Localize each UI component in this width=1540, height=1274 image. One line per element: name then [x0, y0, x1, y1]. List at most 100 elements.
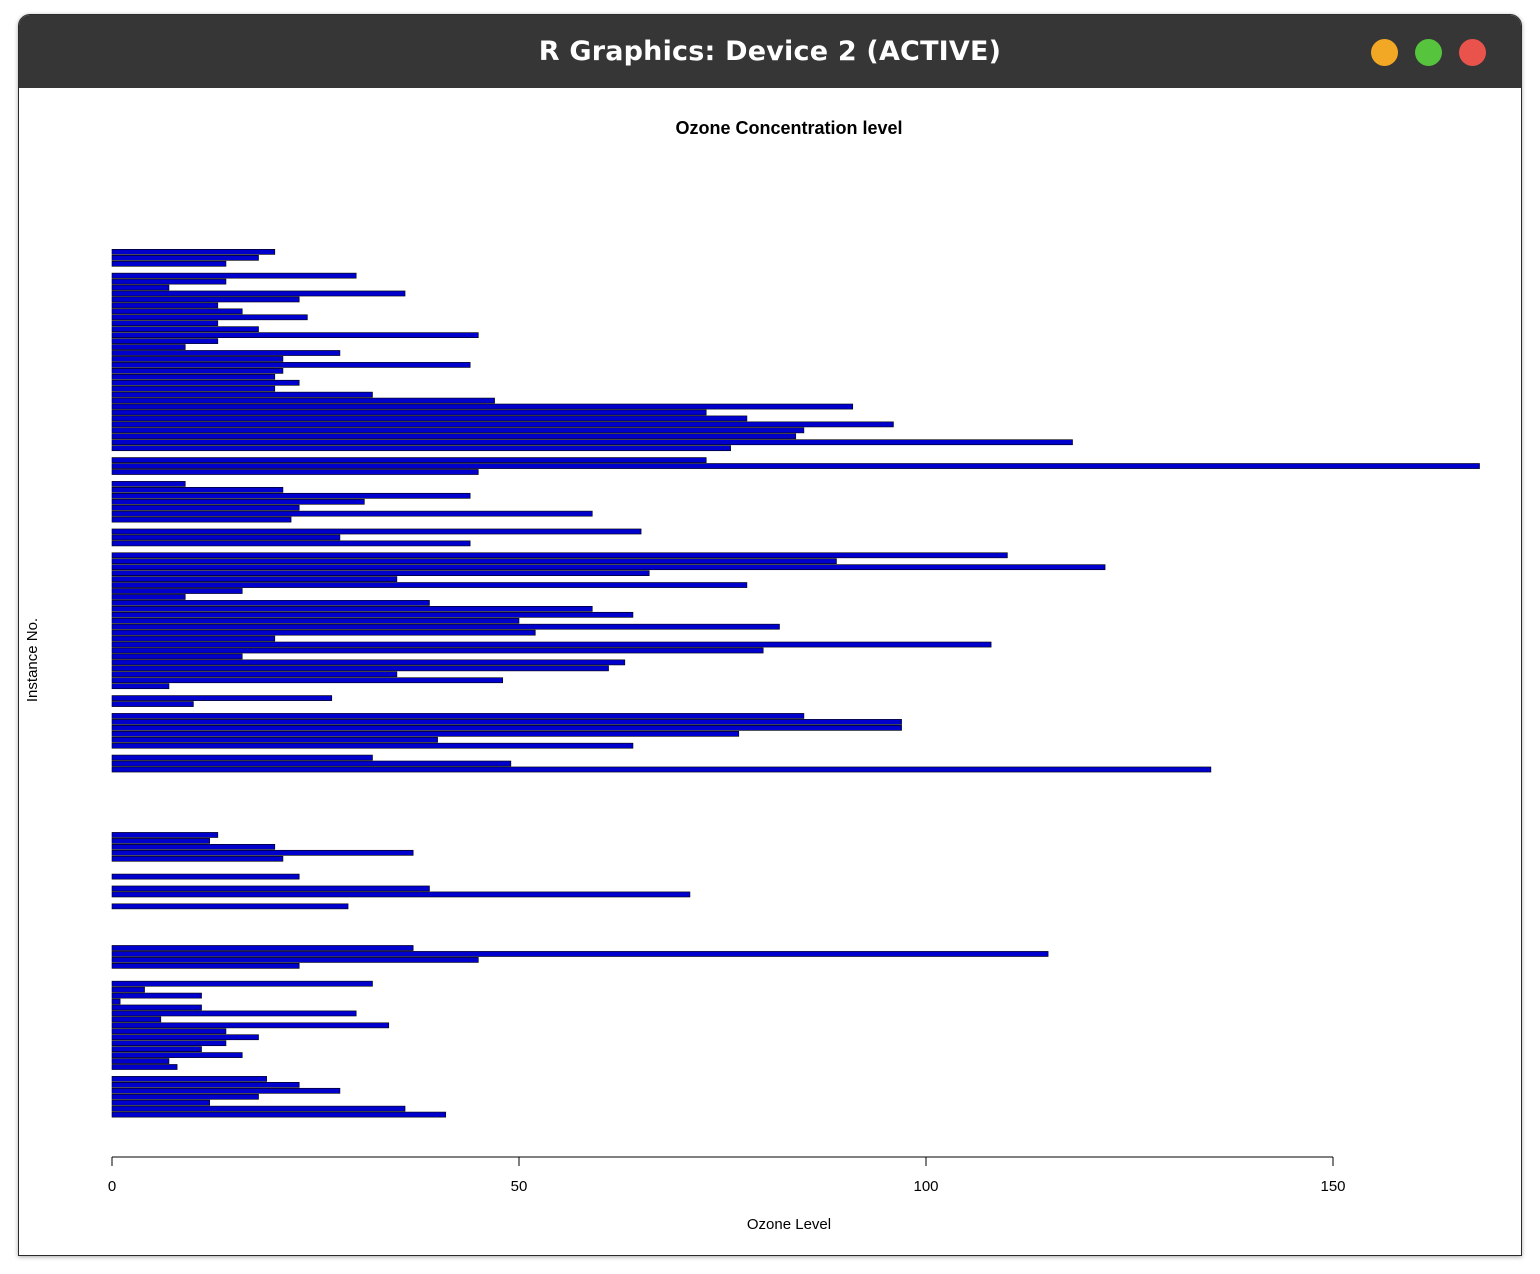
bar-47: [111, 838, 210, 844]
bar-98: [111, 534, 341, 541]
bar-73: [111, 683, 170, 690]
bar-103: [111, 504, 300, 511]
bar-81: [111, 635, 276, 642]
bar-11: [111, 1052, 243, 1058]
bar-80: [111, 641, 992, 648]
bar-138: [111, 296, 300, 303]
bar-136: [111, 308, 243, 315]
window-title: R Graphics: Device 2 (ACTIVE): [538, 36, 1002, 67]
bar-16: [111, 1022, 390, 1029]
bar-60: [111, 760, 512, 767]
bar-130: [111, 344, 186, 350]
x-tick-label-100: 100: [913, 1178, 938, 1195]
x-axis: 0 50 100 150: [108, 1156, 1346, 1195]
bar-83: [111, 623, 780, 630]
bar-91: [111, 576, 398, 582]
bar-140: [111, 284, 170, 291]
bar-63: [111, 742, 634, 749]
bar-134: [111, 320, 219, 327]
bar-115: [111, 433, 797, 440]
bar-70: [111, 701, 194, 707]
bar-38: [111, 891, 691, 898]
bar-142: [111, 272, 357, 279]
bar-102: [111, 510, 593, 517]
bar-9: [111, 1064, 178, 1070]
bar-131: [111, 338, 219, 344]
bar-71: [111, 695, 333, 701]
bar-28: [111, 951, 1049, 957]
bar-135: [111, 314, 308, 321]
bar-137: [111, 302, 219, 309]
bar-122: [111, 391, 373, 398]
maximize-button[interactable]: [1415, 39, 1442, 66]
bar-127: [111, 362, 471, 368]
bar-141: [111, 278, 227, 285]
bar-19: [111, 1004, 202, 1011]
bar-95: [111, 552, 1008, 559]
bar-59: [111, 766, 1212, 773]
bar-125: [111, 373, 276, 380]
bar-114: [111, 439, 1073, 446]
minimize-button[interactable]: [1371, 39, 1398, 66]
bar-110: [111, 463, 1480, 469]
bar-126: [111, 367, 284, 374]
bar-67: [111, 719, 902, 725]
bar-109: [111, 469, 479, 475]
x-axis-label: Ozone Level: [747, 1216, 831, 1233]
bar-132: [111, 332, 479, 339]
bar-46: [111, 843, 276, 850]
bar-2: [111, 1105, 406, 1112]
bar-104: [111, 498, 365, 505]
bars-group: [111, 249, 1480, 1118]
bar-101: [111, 516, 292, 523]
bar-18: [111, 1010, 357, 1017]
bar-78: [111, 653, 243, 660]
bar-105: [111, 492, 471, 499]
bar-22: [111, 986, 145, 993]
bar-82: [111, 629, 536, 636]
bar-93: [111, 564, 1106, 571]
bar-99: [111, 528, 642, 535]
bar-97: [111, 540, 471, 547]
y-axis-label: Instance No.: [24, 618, 41, 702]
bar-68: [111, 713, 805, 719]
bar-124: [111, 379, 300, 386]
bar-79: [111, 647, 764, 654]
bar-14: [111, 1034, 259, 1041]
bar-144: [111, 260, 227, 267]
bar-27: [111, 957, 479, 963]
bar-90: [111, 582, 748, 588]
bar-13: [111, 1040, 227, 1047]
bar-17: [111, 1016, 162, 1023]
bar-7: [111, 1076, 267, 1082]
bar-20: [111, 998, 121, 1005]
close-button[interactable]: [1459, 39, 1486, 66]
x-tick-label-0: 0: [108, 1178, 116, 1195]
bar-3: [111, 1099, 210, 1106]
bar-119: [111, 409, 707, 416]
bar-117: [111, 421, 894, 428]
bar-5: [111, 1087, 341, 1094]
bar-61: [111, 754, 373, 761]
bar-23: [111, 980, 373, 987]
bar-145: [111, 254, 259, 261]
bar-87: [111, 600, 430, 606]
bar-129: [111, 350, 341, 356]
bar-45: [111, 849, 414, 856]
bar-118: [111, 415, 748, 422]
bar-44: [111, 855, 284, 862]
bar-4: [111, 1093, 259, 1100]
titlebar: R Graphics: Device 2 (ACTIVE): [19, 15, 1521, 88]
bar-65: [111, 730, 740, 737]
bar-10: [111, 1058, 170, 1064]
bar-120: [111, 403, 854, 410]
bar-86: [111, 605, 593, 612]
bar-113: [111, 445, 731, 452]
x-tick-label-50: 50: [511, 1178, 528, 1195]
bar-21: [111, 992, 202, 999]
bar-92: [111, 570, 650, 576]
bar-66: [111, 724, 902, 731]
bar-121: [111, 397, 495, 404]
bar-74: [111, 677, 504, 684]
bar-128: [111, 356, 284, 362]
